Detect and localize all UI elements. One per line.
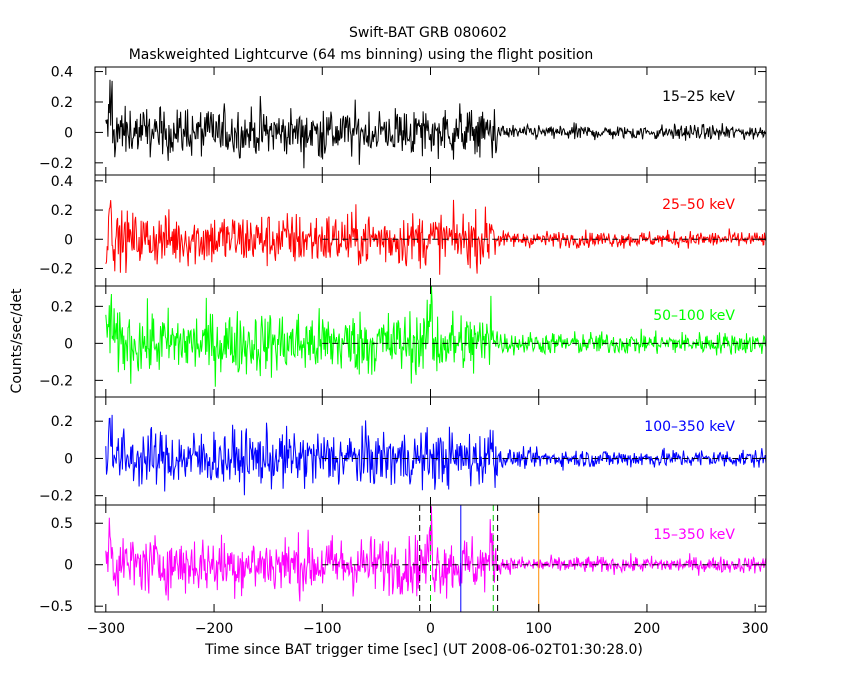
panel-1: −0.2 0 0.2 0.4 25–50 keV bbox=[39, 174, 767, 287]
x-tick-label-2: −100 bbox=[303, 621, 341, 637]
y-tick-label-1-0: −0.2 bbox=[39, 261, 73, 277]
x-tick-label-3: 0 bbox=[426, 621, 435, 637]
series-line-1 bbox=[105, 199, 766, 275]
panel-label-2: 50–100 keV bbox=[653, 308, 735, 324]
y-tick-label-1-1: 0 bbox=[64, 232, 73, 248]
y-tick-label-3-2: 0.2 bbox=[51, 414, 73, 430]
chart-title: Swift-BAT GRB 080602 bbox=[349, 25, 507, 41]
y-tick-label-2-2: 0.2 bbox=[51, 299, 73, 315]
x-tick-label-0: −300 bbox=[87, 621, 125, 637]
series-line-0 bbox=[105, 79, 766, 169]
y-tick-label-2-0: −0.2 bbox=[39, 373, 73, 389]
panel-frame-0 bbox=[94, 66, 767, 176]
y-axis-label: Counts/sec/det bbox=[9, 288, 25, 393]
x-tick-label-4: 100 bbox=[525, 621, 552, 637]
y-tick-label-4-0: −0.5 bbox=[39, 599, 73, 615]
panel-label-0: 15–25 keV bbox=[662, 89, 735, 105]
y-tick-label-4-2: 0.5 bbox=[51, 516, 73, 532]
y-tick-label-0-3: 0.4 bbox=[51, 65, 73, 81]
x-tick-label-1: −200 bbox=[195, 621, 233, 637]
panel-4: −0.5 0 0.5 15–350 keV bbox=[39, 504, 767, 615]
x-tick-labels: −300 −200 −100 0 100 200 300 bbox=[87, 621, 769, 637]
panel-0: −0.2 0 0.2 0.4 15–25 keV bbox=[39, 65, 767, 176]
y-tick-label-3-0: −0.2 bbox=[39, 489, 73, 505]
panel-label-3: 100–350 keV bbox=[644, 419, 735, 435]
x-tick-label-5: 200 bbox=[634, 621, 661, 637]
y-tick-label-0-1: 0 bbox=[64, 125, 73, 141]
series-line-2 bbox=[105, 286, 766, 387]
x-axis-label: Time since BAT trigger time [sec] (UT 20… bbox=[204, 642, 643, 658]
panel-label-1: 25–50 keV bbox=[662, 197, 735, 213]
y-tick-label-1-3: 0.4 bbox=[51, 174, 73, 190]
panel-3: −0.2 0 0.2 100–350 keV bbox=[39, 396, 767, 506]
panels-group: −0.2 0 0.2 0.4 15–25 keV −0.2 0 0.2 0.4 25–50 keV… bbox=[39, 65, 767, 615]
y-tick-label-3-1: 0 bbox=[64, 451, 73, 467]
chart-subtitle: Maskweighted Lightcurve (64 ms binning) … bbox=[129, 47, 594, 63]
panel-label-4: 15–350 keV bbox=[653, 527, 735, 543]
y-tick-label-1-2: 0.2 bbox=[51, 203, 73, 219]
y-tick-label-0-0: −0.2 bbox=[39, 156, 73, 172]
series-line-4 bbox=[105, 506, 766, 602]
y-tick-label-2-1: 0 bbox=[64, 336, 73, 352]
panel-2: −0.2 0 0.2 50–100 keV bbox=[39, 285, 767, 398]
y-tick-label-4-1: 0 bbox=[64, 558, 73, 574]
series-line-3 bbox=[105, 414, 766, 496]
x-tick-label-6: 300 bbox=[742, 621, 769, 637]
y-tick-label-0-2: 0.2 bbox=[51, 95, 73, 111]
